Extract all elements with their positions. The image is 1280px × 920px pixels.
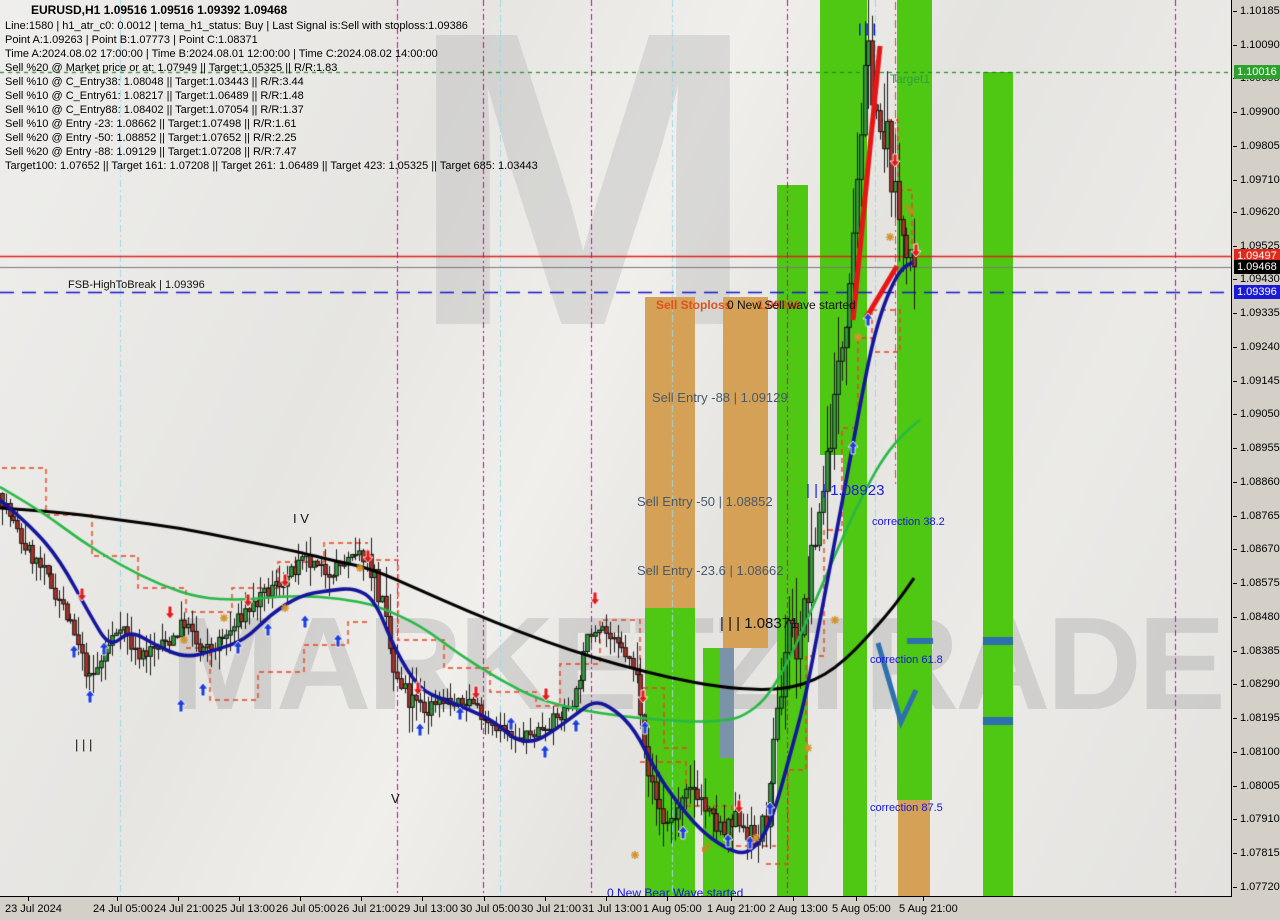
wave-mark-v: V	[391, 791, 400, 806]
time-label: 25 Jul 13:00	[215, 903, 275, 915]
info-line-4: Sell %10 @ C_Entry38: 1.08048 || Target:…	[5, 76, 304, 88]
info-line-1: Point A:1.09263 | Point B:1.07773 | Poin…	[5, 34, 258, 46]
time-label: 24 Jul 05:00	[93, 903, 153, 915]
time-label: 24 Jul 21:00	[154, 903, 214, 915]
info-line-10: Target100: 1.07652 || Target 161: 1.0720…	[5, 160, 538, 172]
time-tick	[239, 897, 240, 901]
label-sell-entry-50: Sell Entry -50 | 1.08852	[637, 494, 773, 509]
time-label: 26 Jul 05:00	[276, 903, 336, 915]
info-line-9: Sell %20 @ Entry -88: 1.09129 || Target:…	[5, 146, 297, 158]
price-axis[interactable]: 1.101851.100901.099951.099001.098051.097…	[1233, 0, 1280, 897]
time-tick	[422, 897, 423, 901]
time-tick	[606, 897, 607, 901]
time-label: 30 Jul 21:00	[521, 903, 581, 915]
wave-mark-left: | | |	[75, 737, 93, 752]
label-sell-stoploss: Sell Stoploss	[656, 298, 732, 312]
label-sell-entry-88: Sell Entry -88 | 1.09129	[652, 390, 788, 405]
time-tick	[117, 897, 118, 901]
time-label: 23 Jul 2024	[5, 903, 62, 915]
time-label: 1 Aug 05:00	[643, 903, 702, 915]
info-line-6: Sell %10 @ C_Entry88: 1.08402 || Target:…	[5, 104, 304, 116]
time-tick	[793, 897, 794, 901]
info-line-5: Sell %10 @ C_Entry61: 1.08217 || Target:…	[5, 90, 304, 102]
time-tick	[856, 897, 857, 901]
time-label: 30 Jul 05:00	[460, 903, 520, 915]
time-tick	[484, 897, 485, 901]
wave-mark-iv: I V	[293, 511, 309, 526]
time-tick	[667, 897, 668, 901]
label-correction-38: correction 38.2	[872, 516, 945, 528]
time-tick	[545, 897, 546, 901]
time-tick	[28, 897, 29, 901]
time-tick	[923, 897, 924, 901]
wave-mark-top: | | |	[858, 21, 877, 36]
info-line-8: Sell %20 @ Entry -50: 1.08852 || Target:…	[5, 132, 297, 144]
chart-canvas[interactable]	[0, 0, 1231, 896]
time-label: 1 Aug 21:00	[707, 903, 766, 915]
time-label: 5 Aug 21:00	[899, 903, 958, 915]
time-label: 29 Jul 13:00	[398, 903, 458, 915]
label-correction-87: correction 87.5	[870, 802, 943, 814]
info-line-7: Sell %10 @ Entry -23: 1.08662 || Target:…	[5, 118, 297, 130]
time-tick	[178, 897, 179, 901]
label-wave-1-08923: | | | 1.08923	[806, 482, 885, 499]
label-wave-1-08371: | | | 1.08371	[720, 615, 799, 632]
info-line-0: Line:1580 | h1_atr_c0: 0.0012 | tema_h1_…	[5, 20, 468, 32]
label-fsb-high-to-break: FSB-HighToBreak | 1.09396	[68, 279, 205, 291]
time-tick	[300, 897, 301, 901]
time-label: 31 Jul 13:00	[582, 903, 642, 915]
time-axis[interactable]: 23 Jul 2024 24 Jul 05:00 24 Jul 21:00 25 Ju…	[0, 897, 1232, 920]
time-tick	[361, 897, 362, 901]
label-target1: Target1	[890, 72, 931, 86]
label-correction-61: correction 61.8	[870, 654, 943, 666]
label-sell-stoploss-price: 1.09386	[757, 298, 801, 312]
price-badge: 1.09468	[1234, 259, 1280, 274]
price-badge: 1.09396	[1234, 285, 1280, 300]
symbol-title: EURUSD,H1 1.09516 1.09516 1.09392 1.0946…	[31, 3, 288, 17]
label-new-bear-wave: 0 New Bear Wave started	[607, 886, 744, 897]
expert-info-panel: EURUSD,H1 1.09516 1.09516 1.09392 1.0946…	[5, 3, 538, 174]
time-label: 5 Aug 05:00	[832, 903, 891, 915]
time-label: 2 Aug 13:00	[769, 903, 828, 915]
info-line-3: Sell %20 @ Market price or at: 1.07949 |…	[5, 62, 338, 74]
time-tick	[731, 897, 732, 901]
time-label: 26 Jul 21:00	[337, 903, 397, 915]
info-line-2: Time A:2024.08.02 17:00:00 | Time B:2024…	[5, 48, 438, 60]
label-new-sell-wave: 0 New Sell wave started	[727, 298, 856, 312]
label-sell-entry-23: Sell Entry -23.6 | 1.08662	[637, 563, 784, 578]
price-badge: 1.10016	[1234, 65, 1280, 79]
